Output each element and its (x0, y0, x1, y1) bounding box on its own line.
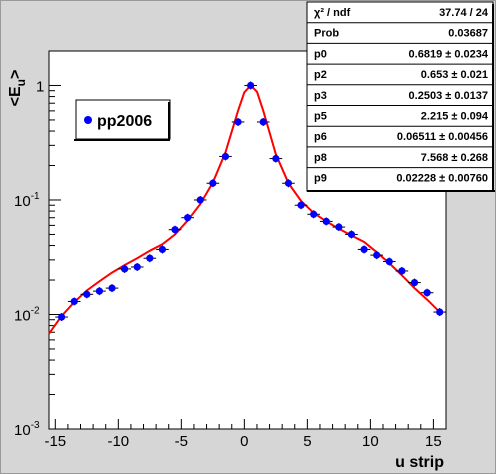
x-axis-tick-labels: -15 -10 -5 0 5 10 15 (44, 433, 441, 450)
stats-label: Prob (314, 28, 339, 40)
data-point (67, 297, 81, 306)
stats-value: 0.02228 ± 0.00760 (396, 173, 488, 185)
data-point (143, 254, 157, 263)
stats-label: p3 (314, 90, 327, 102)
x-tick-label: 10 (362, 433, 379, 450)
stats-value: 0.6819 ± 0.0234 (409, 48, 489, 60)
x-tick-label: 15 (425, 433, 442, 450)
stats-label: p0 (314, 48, 327, 60)
stats-value: 2.215 ± 0.094 (421, 111, 489, 123)
data-point (156, 245, 169, 254)
fit-curve-layer (48, 84, 441, 335)
y-tick-label: 10-1 (14, 191, 40, 210)
data-point (105, 284, 119, 293)
stats-label: p5 (314, 111, 327, 123)
data-point (193, 195, 207, 204)
legend-label: pp2006 (97, 113, 152, 130)
stats-value: 0.653 ± 0.021 (421, 69, 488, 81)
legend-marker (84, 116, 92, 124)
stats-value: 0.2503 ± 0.0137 (409, 90, 488, 102)
x-tick-label: -15 (44, 433, 66, 450)
data-point (319, 217, 333, 226)
fit-curve (48, 84, 441, 335)
fit-stats-box: χ² / ndf 37.74 / 24 Prob 0.03687 p0 0.6819 ± … (306, 1, 495, 192)
data-point (357, 245, 371, 254)
x-tick-label: -5 (175, 433, 188, 450)
data-point (219, 152, 232, 161)
legend: pp2006 (74, 99, 171, 141)
stats-label: p2 (314, 69, 327, 81)
y-tick-label: 10-3 (14, 420, 40, 439)
data-point (332, 223, 346, 232)
data-point (294, 201, 308, 210)
data-point (370, 251, 383, 260)
axis-ticks (49, 50, 447, 430)
data-point (80, 290, 94, 299)
data-point (345, 230, 358, 239)
data-point (244, 81, 257, 90)
data-point (282, 179, 295, 188)
y-tick-label: 1 (36, 78, 44, 95)
data-point (130, 262, 144, 271)
stats-value: 37.74 / 24 (439, 7, 489, 19)
stats-value: 0.06511 ± 0.00456 (397, 131, 488, 143)
data-point (307, 210, 320, 219)
data-point (256, 117, 270, 126)
x-tick-label: 0 (240, 433, 248, 450)
stats-label: p6 (314, 131, 327, 143)
y-tick-label: 10-2 (14, 305, 40, 324)
data-point (433, 308, 446, 317)
x-axis-title: u strip (395, 454, 444, 471)
data-point (395, 266, 409, 275)
data-point (408, 278, 421, 287)
y-axis-tick-labels: 10-3 10-2 10-1 1 (14, 78, 44, 439)
data-point (420, 288, 434, 297)
stats-label: p8 (314, 152, 327, 164)
data-point (168, 225, 182, 234)
x-tick-label: 5 (303, 433, 311, 450)
stats-box-frame (306, 1, 494, 192)
data-point (231, 117, 245, 126)
stats-value: 0.03687 (448, 28, 488, 40)
data-point (382, 257, 396, 266)
stats-label: p9 (314, 173, 327, 185)
data-point (181, 213, 194, 222)
x-tick-label: -10 (107, 433, 129, 450)
data-point (206, 179, 220, 188)
data-point (118, 264, 131, 273)
data-point (269, 154, 283, 163)
y-axis-title: <Eu> (7, 70, 28, 107)
data-points-layer (55, 81, 446, 322)
data-point (55, 313, 68, 322)
stats-value: 7.568 ± 0.268 (421, 152, 488, 164)
data-point (93, 287, 106, 296)
stats-label: χ² / ndf (314, 7, 351, 19)
